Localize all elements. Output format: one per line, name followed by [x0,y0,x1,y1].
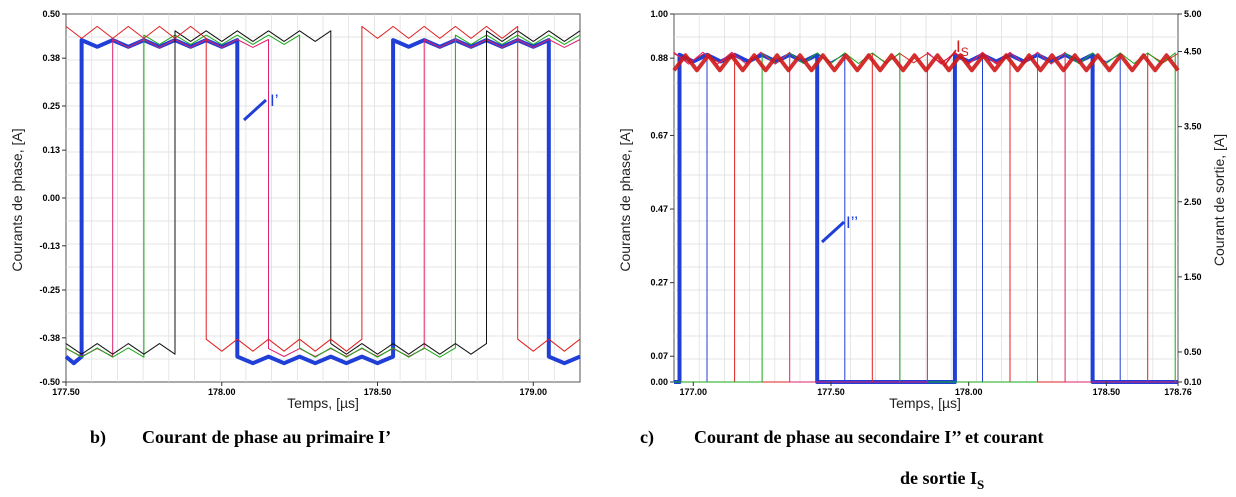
y-right-tick-label: 2.50 [1184,197,1202,207]
series-line-5 [65,25,581,352]
chart-c-ylabel: Courants de phase, [A] [617,128,633,271]
chart-c-x-ticks: 177.00 177.50 178.00 178.50 178.76 [680,382,1192,397]
caption-c-line2: de sortie IS [900,468,984,492]
y-tick-label: 0.88 [650,53,668,63]
chart-c-annotation-pointer-output [943,49,957,67]
caption-b-letter: b) [90,427,106,448]
caption-c-letter: c) [640,427,654,448]
y-tick-label: -0.25 [39,285,60,295]
y-tick-label: 0.67 [650,130,668,140]
y-tick-label: 0.13 [42,145,60,155]
chart-c-annotation-output-sub: S [961,45,969,59]
chart-c-xlabel: Temps, [µs] [889,395,961,411]
caption-b: Courant de phase au primaire I’ [142,427,391,447]
x-tick-label: 178.50 [364,387,392,397]
chart-c-ylabel-right: Courant de sortie, [A] [1211,134,1227,266]
chart-b-annotation: I’ [270,91,279,110]
chart-b-grid [66,14,580,382]
y-tick-label: 0.38 [42,53,60,63]
y-tick-label: 0.07 [650,351,668,361]
chart-c-annotation-output: IS [956,37,969,59]
chart-c-annotation-phase: I’’ [846,213,858,232]
y-tick-label: 0.27 [650,278,668,288]
y-tick-label: 0.47 [650,204,668,214]
y-right-tick-label: 1.50 [1184,272,1202,282]
y-tick-label: 0.00 [650,377,668,387]
chart-b: 0.50 0.38 0.25 0.13 0.00 -0.13 -0.25 -0.38 -0.50… [9,9,581,411]
x-tick-label: 177.00 [680,387,708,397]
chart-c-y-ticks: 1.00 0.88 0.67 0.47 0.27 0.07 0.00 [650,9,674,387]
y-right-tick-label: 5.00 [1184,9,1202,19]
chart-c-annotation-output-main: I [956,37,961,56]
chart-c-annotation-pointer-phase [820,220,846,244]
caption-c: Courant de phase au secondaire I’’ et co… [694,427,1044,447]
y-tick-label: 1.00 [650,9,668,19]
x-tick-label: 178.76 [1164,387,1192,397]
chart-b-y-ticks: 0.50 0.38 0.25 0.13 0.00 -0.13 -0.25 -0.38 -0.50 [39,9,66,387]
y-tick-label: -0.38 [39,333,60,343]
caption-c-line2-main: de sortie I [900,468,977,488]
y-tick-label: 0.50 [42,9,60,19]
chart-c-y-ticks-right: 5.00 4.50 3.50 2.50 1.50 0.50 0.10 [1178,9,1202,387]
chart-c: 1.00 0.88 0.67 0.47 0.27 0.07 0.00 5.00 4.50 3.5… [617,9,1227,411]
caption-c-line2-sub: S [977,477,984,492]
chart-b-annotation-pointer [242,98,268,122]
y-right-tick-label: 0.10 [1184,377,1202,387]
x-tick-label: 179.00 [520,387,548,397]
y-right-tick-label: 3.50 [1184,122,1202,132]
output-current-line [672,53,1180,73]
y-right-tick-label: 0.50 [1184,347,1202,357]
y-tick-label: 0.00 [42,193,60,203]
x-tick-label: 177.50 [817,387,845,397]
y-tick-label: 0.25 [42,101,60,111]
chart-b-lines [64,25,581,366]
x-tick-label: 178.50 [1093,387,1121,397]
chart-c-lines [672,51,1180,384]
chart-b-x-ticks: 177.50 178.00 178.50 179.00 [52,382,547,397]
y-tick-label: -0.13 [39,241,60,251]
chart-b-ylabel: Courants de phase, [A] [9,128,25,271]
x-tick-label: 178.00 [208,387,236,397]
series-line-5 [673,51,1178,383]
y-right-tick-label: 4.50 [1184,47,1202,57]
series-line-4 [65,30,581,355]
y-tick-label: -0.50 [39,377,60,387]
x-tick-label: 177.50 [52,387,80,397]
x-tick-label: 178.00 [955,387,983,397]
chart-b-xlabel: Temps, [µs] [287,395,359,411]
